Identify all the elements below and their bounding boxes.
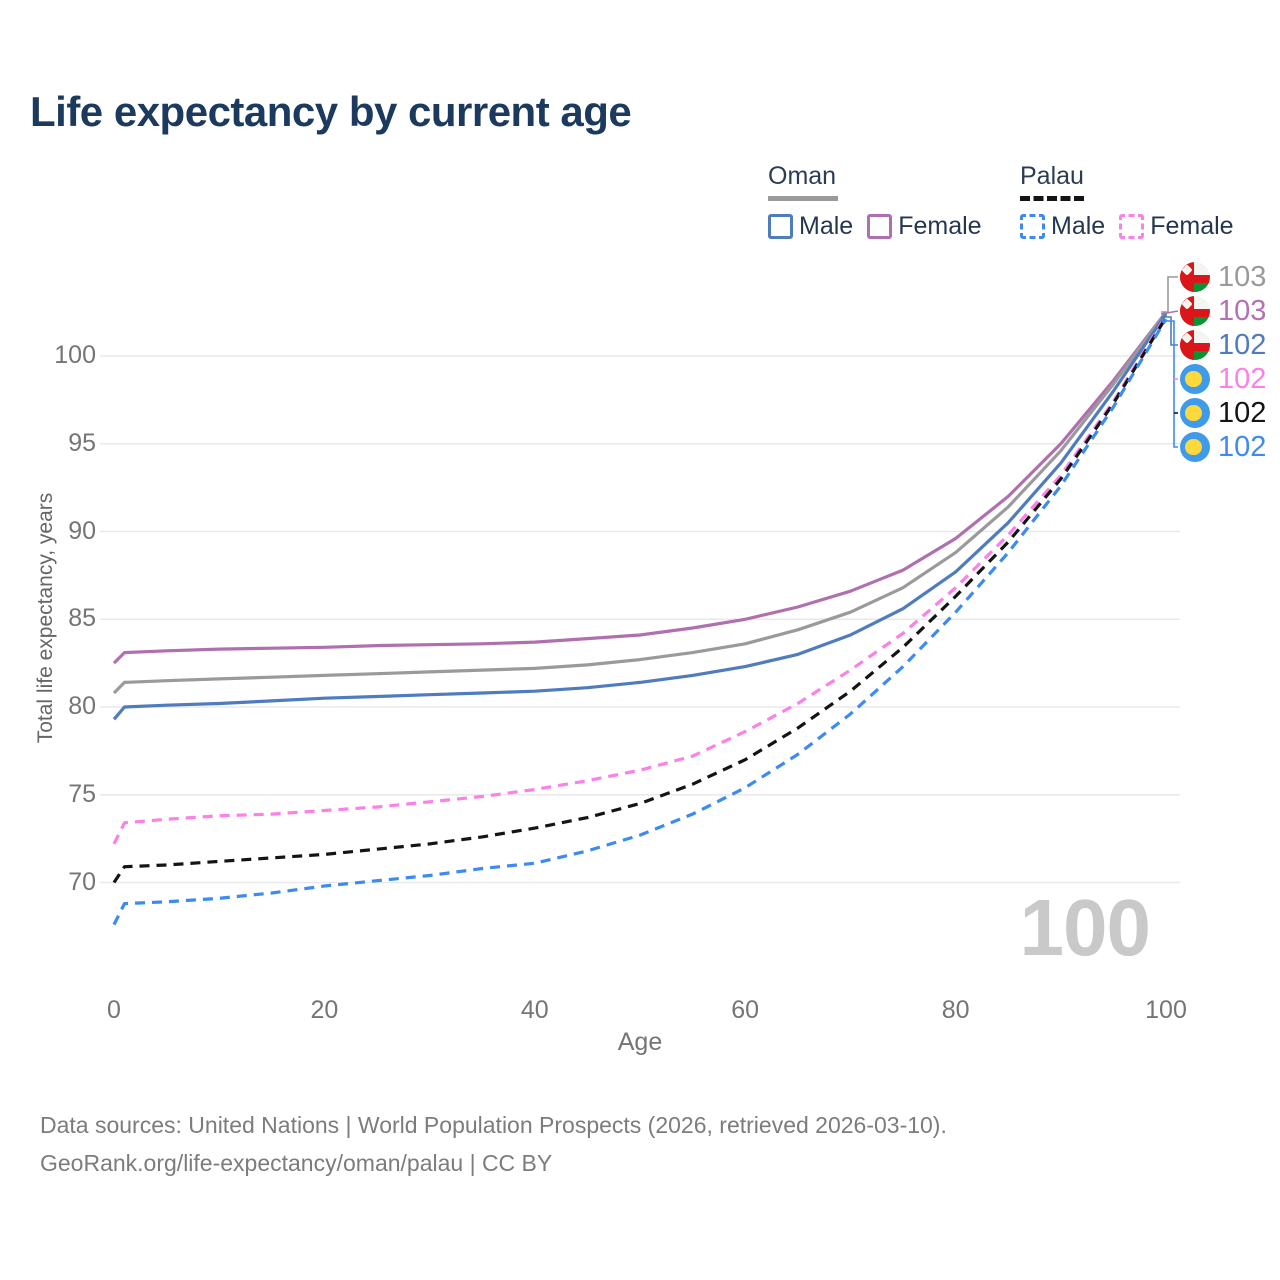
end-label-row: 102: [1180, 430, 1267, 463]
x-axis-title: Age: [617, 1028, 663, 1056]
legend-item-oman-male[interactable]: Male: [768, 212, 853, 241]
legend-label: Female: [1150, 212, 1234, 240]
end-value: 103: [1218, 260, 1267, 293]
legend-item-oman-female[interactable]: Female: [867, 212, 982, 241]
legend-item-palau-female[interactable]: Female: [1119, 212, 1234, 241]
legend-item-palau-male[interactable]: Male: [1020, 212, 1105, 241]
y-tick-label: 100: [54, 341, 96, 369]
end-value: 102: [1218, 396, 1267, 429]
y-tick-label: 95: [68, 428, 96, 457]
page-title: Life expectancy by current age: [30, 88, 632, 135]
end-value: 102: [1218, 430, 1267, 463]
source-footer: Data sources: United Nations | World Pop…: [40, 1106, 947, 1182]
series-line-oman-both[interactable]: [112, 311, 1168, 695]
end-value: 102: [1218, 328, 1267, 361]
x-tick-label: 100: [1145, 996, 1187, 1024]
series-line-palau-female[interactable]: [112, 314, 1168, 845]
y-tick-label: 85: [68, 604, 96, 633]
legend-label: Female: [898, 212, 982, 240]
oman-flag-icon: [1180, 330, 1210, 360]
oman-male-swatch-icon[interactable]: [768, 214, 793, 239]
y-tick-label: 90: [68, 516, 96, 545]
y-tick-label: 75: [68, 779, 96, 808]
end-value: 102: [1218, 362, 1267, 395]
oman-flag-icon: [1180, 296, 1210, 326]
palau-flag-icon: [1180, 364, 1210, 394]
data-sources-line: Data sources: United Nations | World Pop…: [40, 1112, 947, 1138]
x-tick-label: 60: [731, 996, 760, 1024]
series-line-palau-male[interactable]: [112, 318, 1168, 926]
age-watermark: 100: [1019, 883, 1151, 972]
x-tick-label: 20: [310, 996, 339, 1024]
palau-flag-icon: [1180, 398, 1210, 428]
end-label-row: 103: [1180, 260, 1267, 293]
legend-group-palau: Palau Male Female: [1020, 162, 1234, 241]
oman-flag-icon: [1180, 262, 1210, 292]
oman-line-style-sample: [768, 196, 838, 201]
y-tick-label: 70: [68, 867, 96, 896]
end-label-row: 103: [1180, 294, 1267, 327]
legend-country-palau: Palau: [1020, 162, 1084, 190]
end-label-row: 102: [1180, 362, 1267, 395]
label-connector: [1161, 276, 1178, 313]
palau-female-swatch-icon[interactable]: [1119, 214, 1145, 239]
oman-female-swatch-icon[interactable]: [867, 214, 893, 239]
end-label-row: 102: [1180, 328, 1267, 361]
series-line-oman-female[interactable]: [112, 311, 1168, 665]
x-tick-label: 40: [520, 996, 549, 1024]
palau-flag-icon: [1180, 432, 1210, 462]
legend-country-oman: Oman: [768, 162, 837, 190]
legend-label: Male: [1051, 212, 1106, 240]
y-tick-label: 80: [68, 692, 96, 720]
label-connector: [1160, 310, 1179, 315]
label-connector: [1161, 320, 1178, 448]
series-line-oman-male[interactable]: [112, 312, 1168, 721]
palau-line-style-sample: [1020, 196, 1084, 201]
x-tick-label: 0: [107, 996, 121, 1024]
end-value: 103: [1218, 294, 1267, 327]
legend-group-oman: Oman Male Female: [768, 162, 982, 241]
series-line-palau-both[interactable]: [112, 316, 1168, 884]
palau-male-swatch-icon[interactable]: [1020, 214, 1045, 239]
legend-label: Male: [799, 212, 854, 240]
attribution-line: GeoRank.org/life-expectancy/oman/palau |…: [40, 1150, 553, 1176]
x-tick-label: 80: [941, 996, 970, 1024]
end-label-row: 102: [1180, 396, 1267, 429]
